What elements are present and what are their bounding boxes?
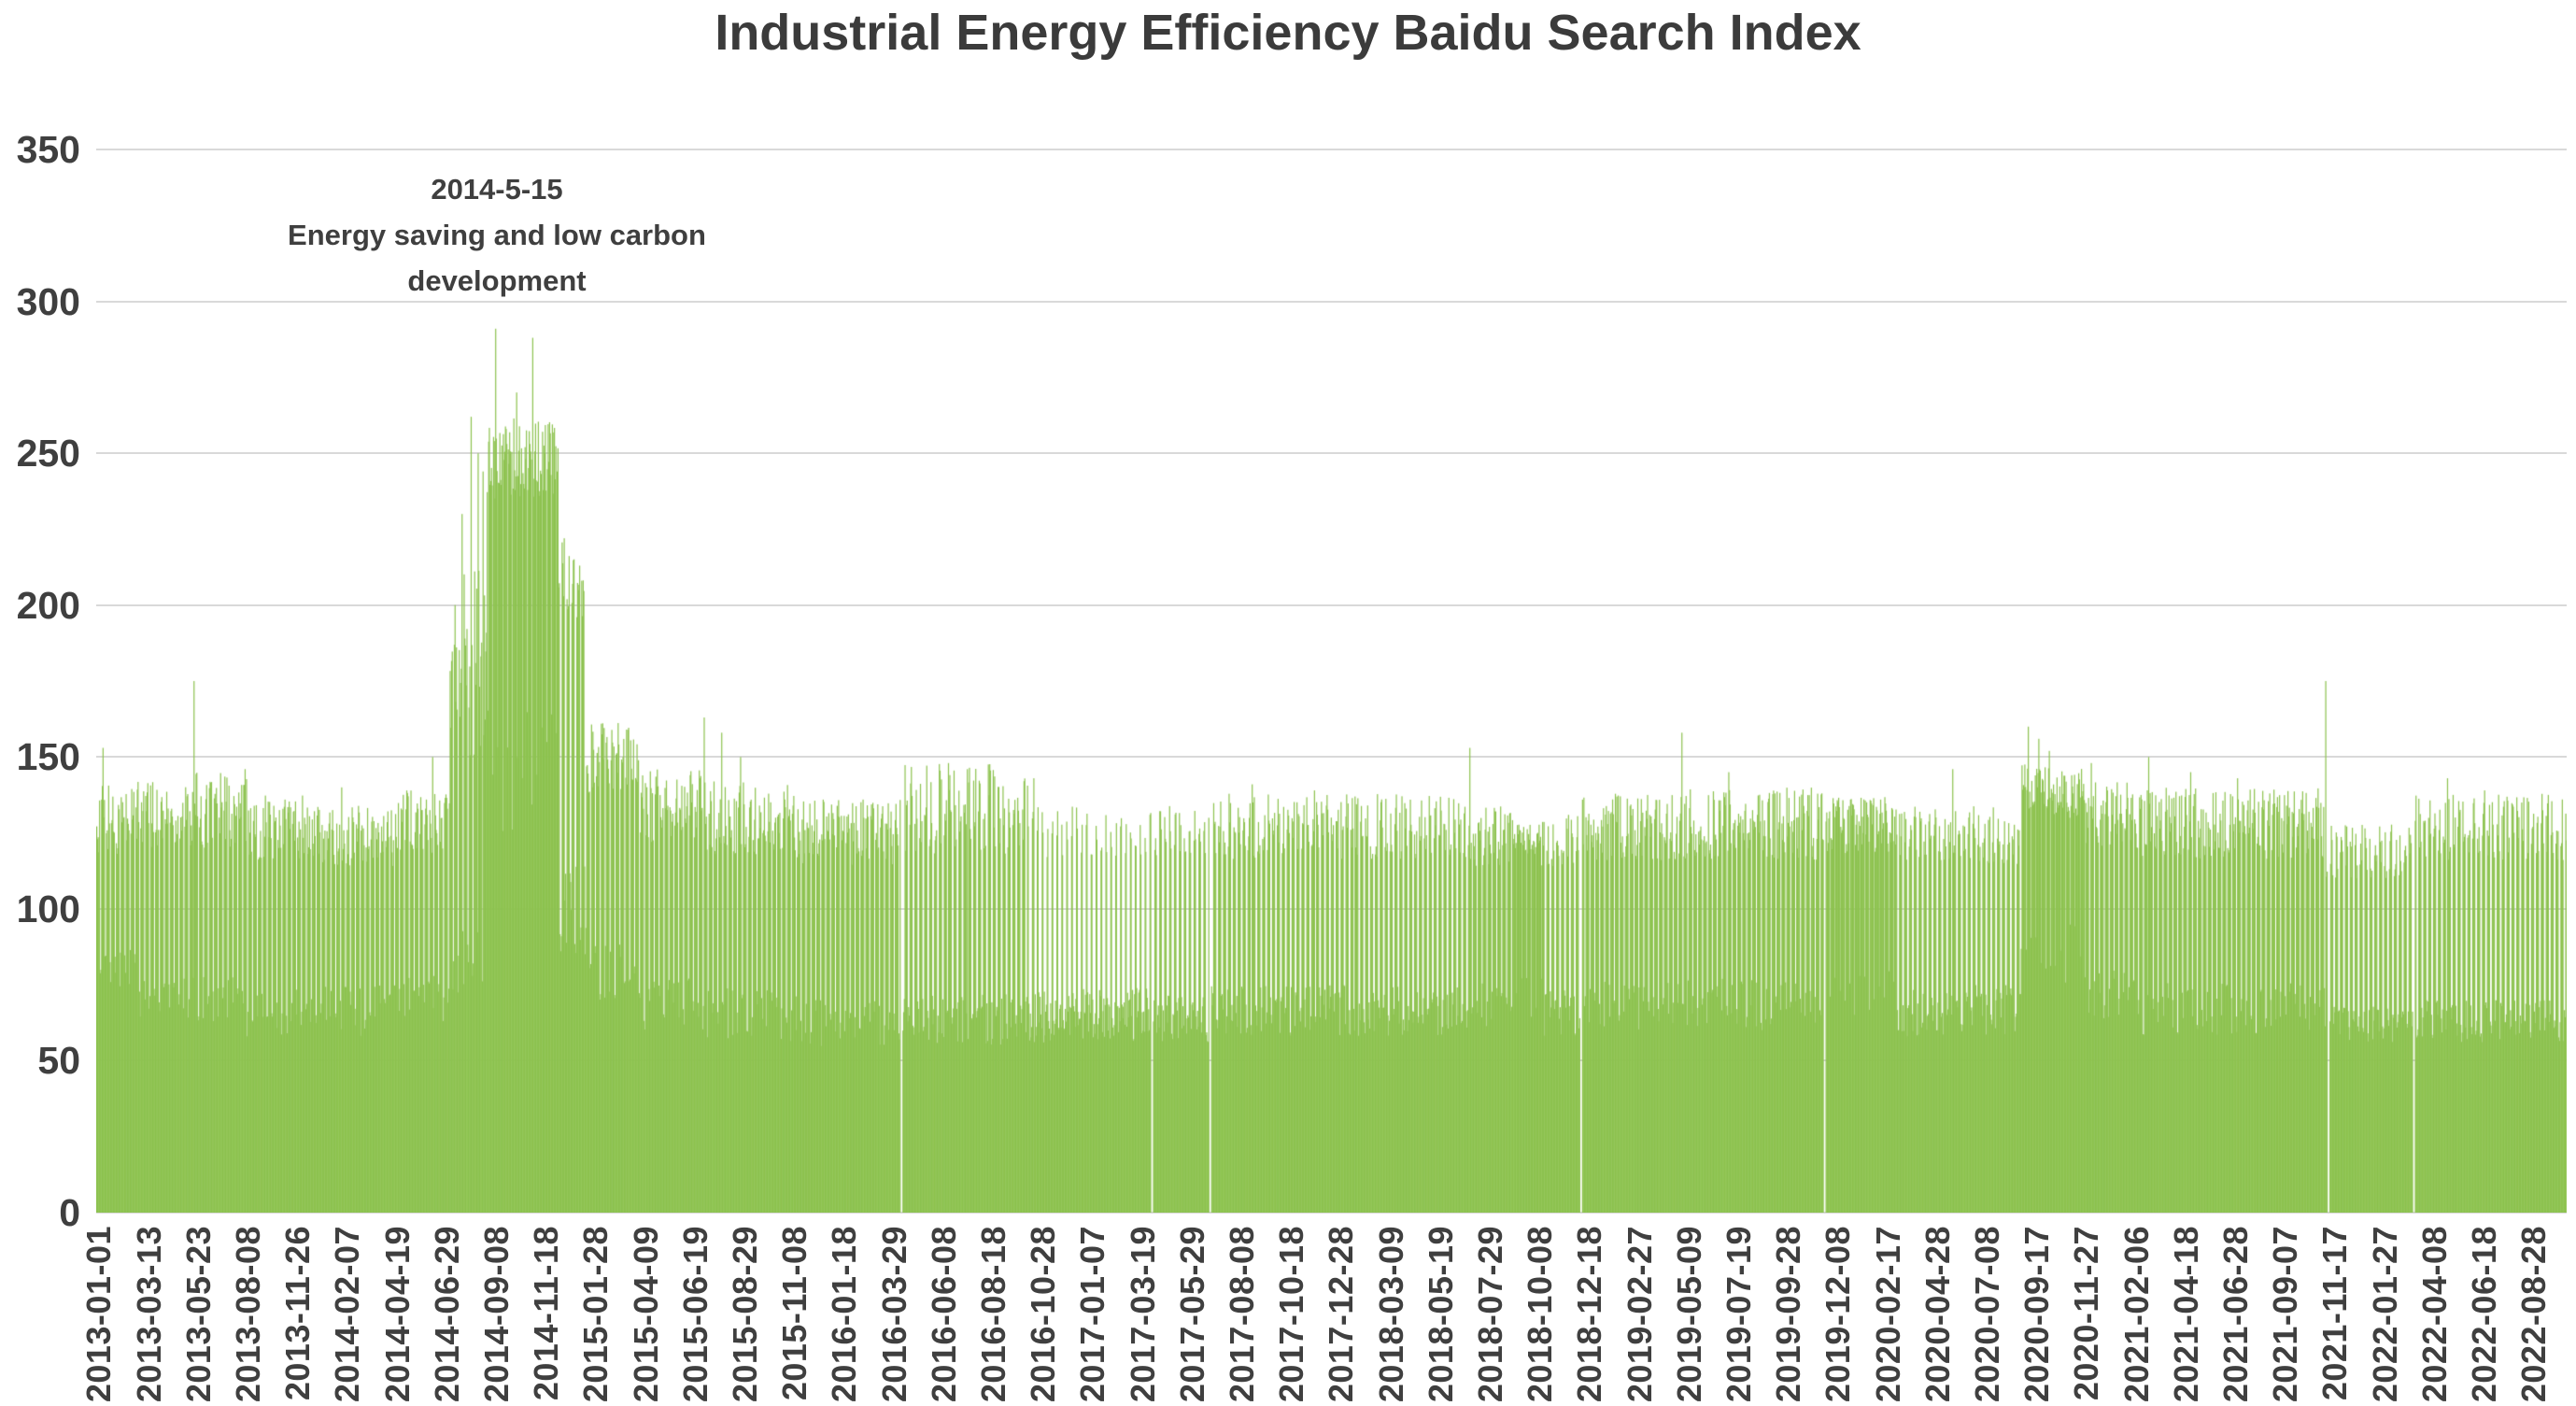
annotation-text-line2: development [407,264,587,297]
y-tick-label-300: 300 [16,279,80,323]
x-tick-label-2016-03-29: 2016-03-29 [874,1226,913,1403]
x-tick-label-2022-04-08: 2022-04-08 [2414,1226,2454,1403]
x-tick-label-2018-05-19: 2018-05-19 [1421,1226,1460,1403]
x-tick-label-2017-10-18: 2017-10-18 [1272,1226,1311,1403]
peak-annotation: 2014-5-15 Energy saving and low carbon d… [235,166,758,304]
x-tick-label-2019-09-28: 2019-09-28 [1769,1226,1808,1403]
x-tick-label-2015-01-28: 2015-01-28 [576,1226,616,1403]
x-tick-label-2022-06-18: 2022-06-18 [2464,1226,2503,1403]
x-tick-label-2017-12-28: 2017-12-28 [1322,1226,1361,1403]
annotation-date: 2014-5-15 [431,173,563,206]
x-tick-label-2017-03-19: 2017-03-19 [1123,1226,1162,1403]
x-tick-label-2013-01-01: 2013-01-01 [79,1226,119,1403]
x-tick-label-2013-03-13: 2013-03-13 [129,1226,168,1403]
x-tick-label-2021-06-28: 2021-06-28 [2215,1226,2255,1403]
bars-canvas [96,149,2567,1213]
x-tick-label-2022-01-27: 2022-01-27 [2365,1226,2404,1403]
y-tick-label-350: 350 [16,128,80,171]
x-tick-label-2020-02-17: 2020-02-17 [1868,1226,1907,1403]
x-tick-label-2021-02-06: 2021-02-06 [2116,1226,2156,1403]
y-tick-label-0: 0 [59,1191,80,1234]
x-tick-label-2019-12-08: 2019-12-08 [1819,1226,1858,1403]
x-tick-label-2016-10-28: 2016-10-28 [1024,1226,1063,1403]
x-tick-label-2013-05-23: 2013-05-23 [178,1226,218,1403]
x-tick-label-2019-02-27: 2019-02-27 [1620,1226,1659,1403]
x-tick-label-2019-07-19: 2019-07-19 [1719,1226,1758,1403]
x-tick-label-2017-08-08: 2017-08-08 [1222,1226,1261,1403]
y-tick-label-100: 100 [16,887,80,930]
chart-title: Industrial Energy Efficiency Baidu Searc… [715,5,1861,61]
x-tick-label-2013-11-26: 2013-11-26 [278,1226,318,1401]
x-tick-label-2021-04-18: 2021-04-18 [2166,1226,2205,1403]
gridline-0 [96,1212,2567,1214]
x-tick-label-2014-06-29: 2014-06-29 [427,1226,466,1403]
x-tick-label-2018-03-09: 2018-03-09 [1371,1226,1410,1403]
x-tick-label-2022-08-28: 2022-08-28 [2514,1226,2554,1403]
annotation-text-line1: Energy saving and low carbon [288,219,706,251]
x-tick-label-2018-12-18: 2018-12-18 [1570,1226,1609,1403]
x-tick-label-2018-10-08: 2018-10-08 [1521,1226,1560,1403]
x-tick-label-2020-04-28: 2020-04-28 [1918,1226,1957,1403]
x-tick-label-2013-08-08: 2013-08-08 [228,1226,267,1403]
x-tick-label-2017-05-29: 2017-05-29 [1172,1226,1211,1403]
x-tick-label-2020-07-08: 2020-07-08 [1967,1226,2006,1403]
x-tick-label-2015-11-08: 2015-11-08 [775,1226,814,1401]
x-tick-label-2021-09-07: 2021-09-07 [2266,1226,2305,1403]
x-tick-label-2017-01-07: 2017-01-07 [1073,1226,1112,1403]
y-tick-label-50: 50 [37,1039,80,1083]
x-tick-label-2016-01-18: 2016-01-18 [825,1226,864,1403]
x-tick-label-2016-06-08: 2016-06-08 [924,1226,963,1403]
x-tick-label-2014-11-18: 2014-11-18 [527,1226,566,1401]
x-tick-label-2019-05-09: 2019-05-09 [1669,1226,1708,1403]
x-tick-label-2020-09-17: 2020-09-17 [2017,1226,2057,1403]
x-tick-label-2020-11-27: 2020-11-27 [2067,1226,2106,1401]
x-tick-label-2014-04-19: 2014-04-19 [377,1226,417,1403]
y-tick-label-200: 200 [16,583,80,627]
x-tick-label-2016-08-18: 2016-08-18 [973,1226,1012,1403]
y-tick-label-250: 250 [16,432,80,476]
x-tick-label-2015-06-19: 2015-06-19 [675,1226,715,1403]
x-tick-label-2021-11-17: 2021-11-17 [2315,1226,2355,1401]
y-tick-label-150: 150 [16,735,80,779]
x-tick-label-2014-09-08: 2014-09-08 [476,1226,516,1403]
x-tick-label-2015-08-29: 2015-08-29 [725,1226,764,1403]
x-tick-label-2018-07-29: 2018-07-29 [1470,1226,1509,1403]
x-tick-label-2015-04-09: 2015-04-09 [626,1226,665,1403]
x-tick-label-2014-02-07: 2014-02-07 [328,1226,367,1403]
